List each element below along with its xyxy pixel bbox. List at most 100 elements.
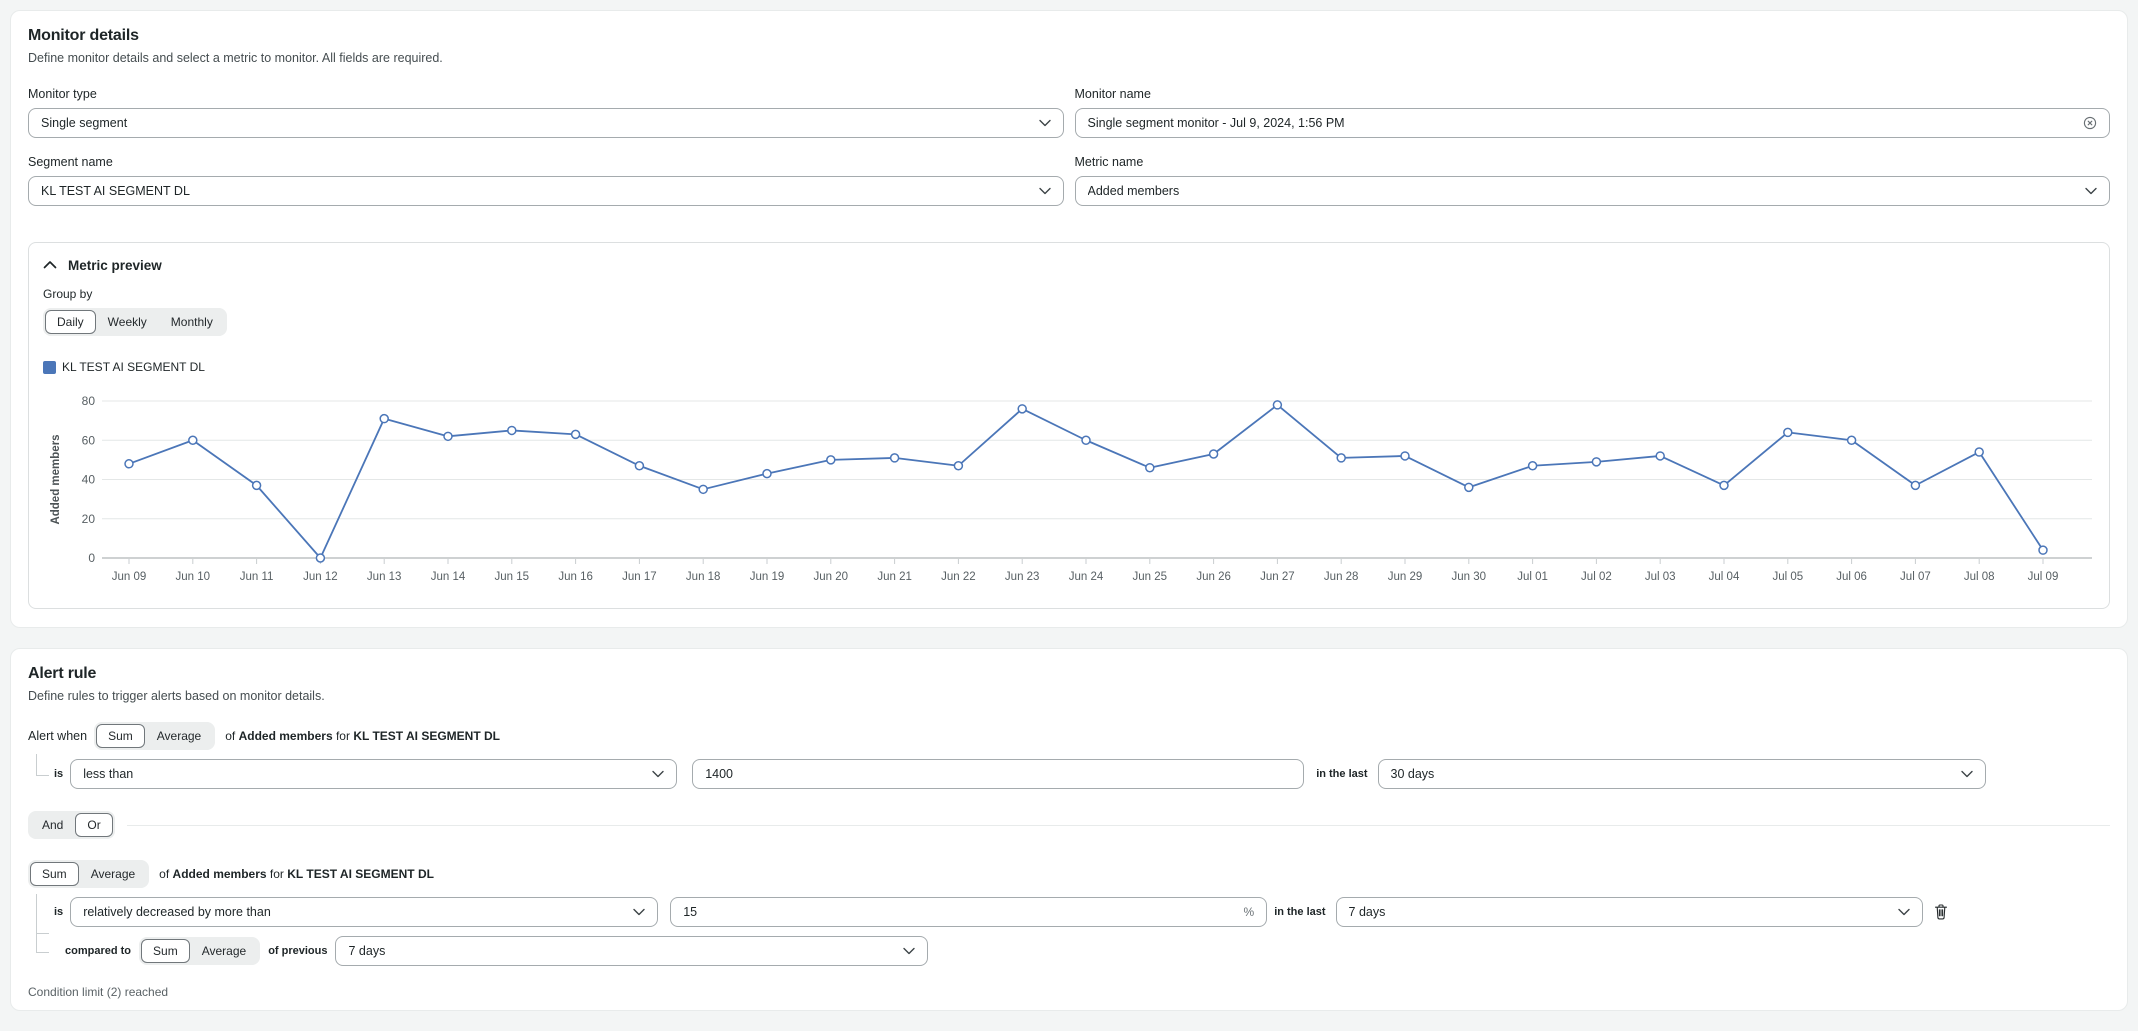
compared-to-row: compared to Sum Average of previous 7 da… (28, 935, 2110, 966)
segment-name-text: KL TEST AI SEGMENT DL (287, 867, 434, 881)
condition-2-description: of Added members for KL TEST AI SEGMENT … (159, 867, 434, 881)
logic-option-or[interactable]: Or (75, 813, 113, 837)
segment-name-select[interactable]: KL TEST AI SEGMENT DL (28, 176, 1064, 206)
is-label: is (54, 905, 64, 918)
monitor-form: Monitor type Single segment Monitor name… (28, 87, 2110, 223)
group-by-option-monthly[interactable]: Monthly (170, 315, 213, 329)
condition-1-row: is less than 1400 in the last 30 days (28, 758, 2110, 789)
metric-name-select[interactable]: Added members (1074, 176, 2110, 206)
monitor-name-field: Monitor name Single segment monitor - Ju… (1074, 87, 2110, 138)
segment-name-value: KL TEST AI SEGMENT DL (41, 184, 190, 198)
condition-2-threshold-input[interactable]: 15 % (670, 896, 1268, 927)
condition-2-operator-value: relatively decreased by more than (83, 904, 271, 919)
metric-chart: 0 20 40 60 80 Jun 09 Jun 10 Jun 11 Jun 12 Jun 13 J… (50, 394, 2092, 583)
svg-text:Jun 24: Jun 24 (1069, 571, 1104, 583)
agg-option-average[interactable]: Average (90, 867, 136, 881)
logic-option-and[interactable]: And (42, 818, 64, 832)
svg-text:Jul 04: Jul 04 (1709, 571, 1740, 583)
monitor-type-field: Monitor type Single segment (28, 87, 1064, 138)
condition-1-threshold-value: 1400 (705, 766, 733, 781)
condition-1-window-value: 30 days (1390, 766, 1435, 781)
compared-aggregation-segmented: Sum Average (139, 936, 261, 965)
svg-text:Jun 09: Jun 09 (112, 571, 147, 583)
condition-2-operator-select[interactable]: relatively decreased by more than (70, 896, 659, 927)
clear-icon[interactable] (2083, 116, 2097, 130)
svg-text:Jun 28: Jun 28 (1324, 571, 1359, 583)
group-by-option-weekly[interactable]: Weekly (107, 315, 147, 329)
metric-name-text: Added members (172, 867, 267, 881)
compared-window-value: 7 days (348, 943, 386, 958)
aggregation-segmented-2: Sum Average (28, 860, 150, 888)
monitor-name-label: Monitor name (1074, 87, 1151, 101)
agg-option-average[interactable]: Average (201, 943, 247, 958)
agg-option-sum[interactable]: Sum (96, 724, 145, 748)
chevron-down-icon (1038, 187, 1051, 195)
in-the-last-label: in the last (1316, 767, 1368, 780)
svg-text:Jun 20: Jun 20 (814, 571, 849, 583)
chevron-down-icon (903, 947, 916, 955)
metric-name-text: Added members (238, 729, 333, 743)
svg-text:Jun 12: Jun 12 (303, 571, 338, 583)
svg-text:60: 60 (82, 433, 96, 447)
chevron-down-icon (2085, 187, 2097, 195)
logic-operator-row: And Or (28, 811, 2110, 839)
compared-to-label: compared to (65, 944, 132, 957)
svg-text:0: 0 (88, 551, 95, 565)
condition-group-2: Sum Average of Added members for KL TEST… (28, 860, 2110, 966)
logic-segmented: And Or (28, 811, 115, 839)
monitor-details-subtitle: Define monitor details and select a metr… (28, 51, 443, 65)
svg-text:Jun 25: Jun 25 (1133, 571, 1168, 583)
svg-text:Jun 29: Jun 29 (1388, 571, 1423, 583)
condition-1-window-select[interactable]: 30 days (1377, 758, 1986, 789)
chevron-down-icon (1038, 119, 1051, 127)
svg-text:Jun 14: Jun 14 (431, 571, 466, 583)
metric-preview-box: Metric preview Group by Daily Weekly Mon… (28, 242, 2110, 609)
condition-2-window-select[interactable]: 7 days (1335, 896, 1923, 927)
alert-when-label: Alert when (28, 729, 88, 743)
chevron-down-icon (1960, 770, 1973, 778)
svg-text:Added members: Added members (50, 434, 62, 524)
condition-2-row: is relatively decreased by more than 15 … (28, 896, 2110, 927)
svg-text:Jun 13: Jun 13 (367, 571, 402, 583)
svg-text:Jul 06: Jul 06 (1836, 571, 1867, 583)
svg-text:Jul 02: Jul 02 (1581, 571, 1612, 583)
segment-name-field: Segment name KL TEST AI SEGMENT DL (28, 155, 1064, 206)
metric-name-field: Metric name Added members (1074, 155, 2110, 206)
agg-option-sum[interactable]: Sum (141, 938, 190, 963)
agg-option-average[interactable]: Average (156, 729, 202, 743)
tree-connector (36, 754, 49, 776)
condition-1-operator-value: less than (83, 766, 134, 781)
svg-text:80: 80 (82, 394, 96, 408)
condition-1-operator-select[interactable]: less than (70, 758, 678, 789)
monitor-type-label: Monitor type (28, 87, 97, 101)
aggregation-segmented-1: Sum Average (94, 722, 216, 750)
compared-window-select[interactable]: 7 days (335, 935, 929, 966)
svg-text:Jul 08: Jul 08 (1964, 571, 1995, 583)
alert-rule-card: Alert rule Define rules to trigger alert… (10, 648, 2128, 1011)
legend-label: KL TEST AI SEGMENT DL (62, 360, 205, 374)
chart-area: 0 20 40 60 80 Jun 09 Jun 10 Jun 11 Jun 12 Jun 13 J… (43, 378, 2095, 597)
svg-text:Jul 07: Jul 07 (1900, 571, 1931, 583)
group-by-option-daily[interactable]: Daily (45, 310, 96, 334)
condition-1-threshold-input[interactable]: 1400 (692, 758, 1305, 789)
condition-group-1: Alert when Sum Average of Added members … (28, 722, 2110, 789)
trash-icon (1934, 904, 1947, 920)
svg-text:Jul 05: Jul 05 (1772, 571, 1803, 583)
svg-text:Jun 21: Jun 21 (877, 571, 912, 583)
metric-name-value: Added members (1087, 184, 1180, 198)
monitor-details-card: Monitor details Define monitor details a… (10, 10, 2128, 628)
condition-1-description: of Added members for KL TEST AI SEGMENT … (225, 729, 500, 743)
chevron-up-icon (43, 256, 57, 274)
delete-condition-button[interactable] (1933, 903, 1949, 920)
svg-text:Jun 17: Jun 17 (622, 571, 657, 583)
svg-text:Jun 15: Jun 15 (495, 571, 530, 583)
agg-option-sum[interactable]: Sum (30, 862, 79, 886)
svg-text:Jun 27: Jun 27 (1260, 571, 1295, 583)
metric-preview-toggle[interactable]: Metric preview (43, 256, 2095, 274)
monitor-type-select[interactable]: Single segment (28, 108, 1064, 138)
segment-name-label: Segment name (28, 155, 113, 169)
condition-limit-text: Condition limit (2) reached (28, 985, 169, 999)
monitor-name-input[interactable]: Single segment monitor - Jul 9, 2024, 1:… (1074, 108, 2110, 138)
monitor-name-value: Single segment monitor - Jul 9, 2024, 1:… (1087, 116, 1345, 130)
svg-text:Jun 26: Jun 26 (1196, 571, 1231, 583)
